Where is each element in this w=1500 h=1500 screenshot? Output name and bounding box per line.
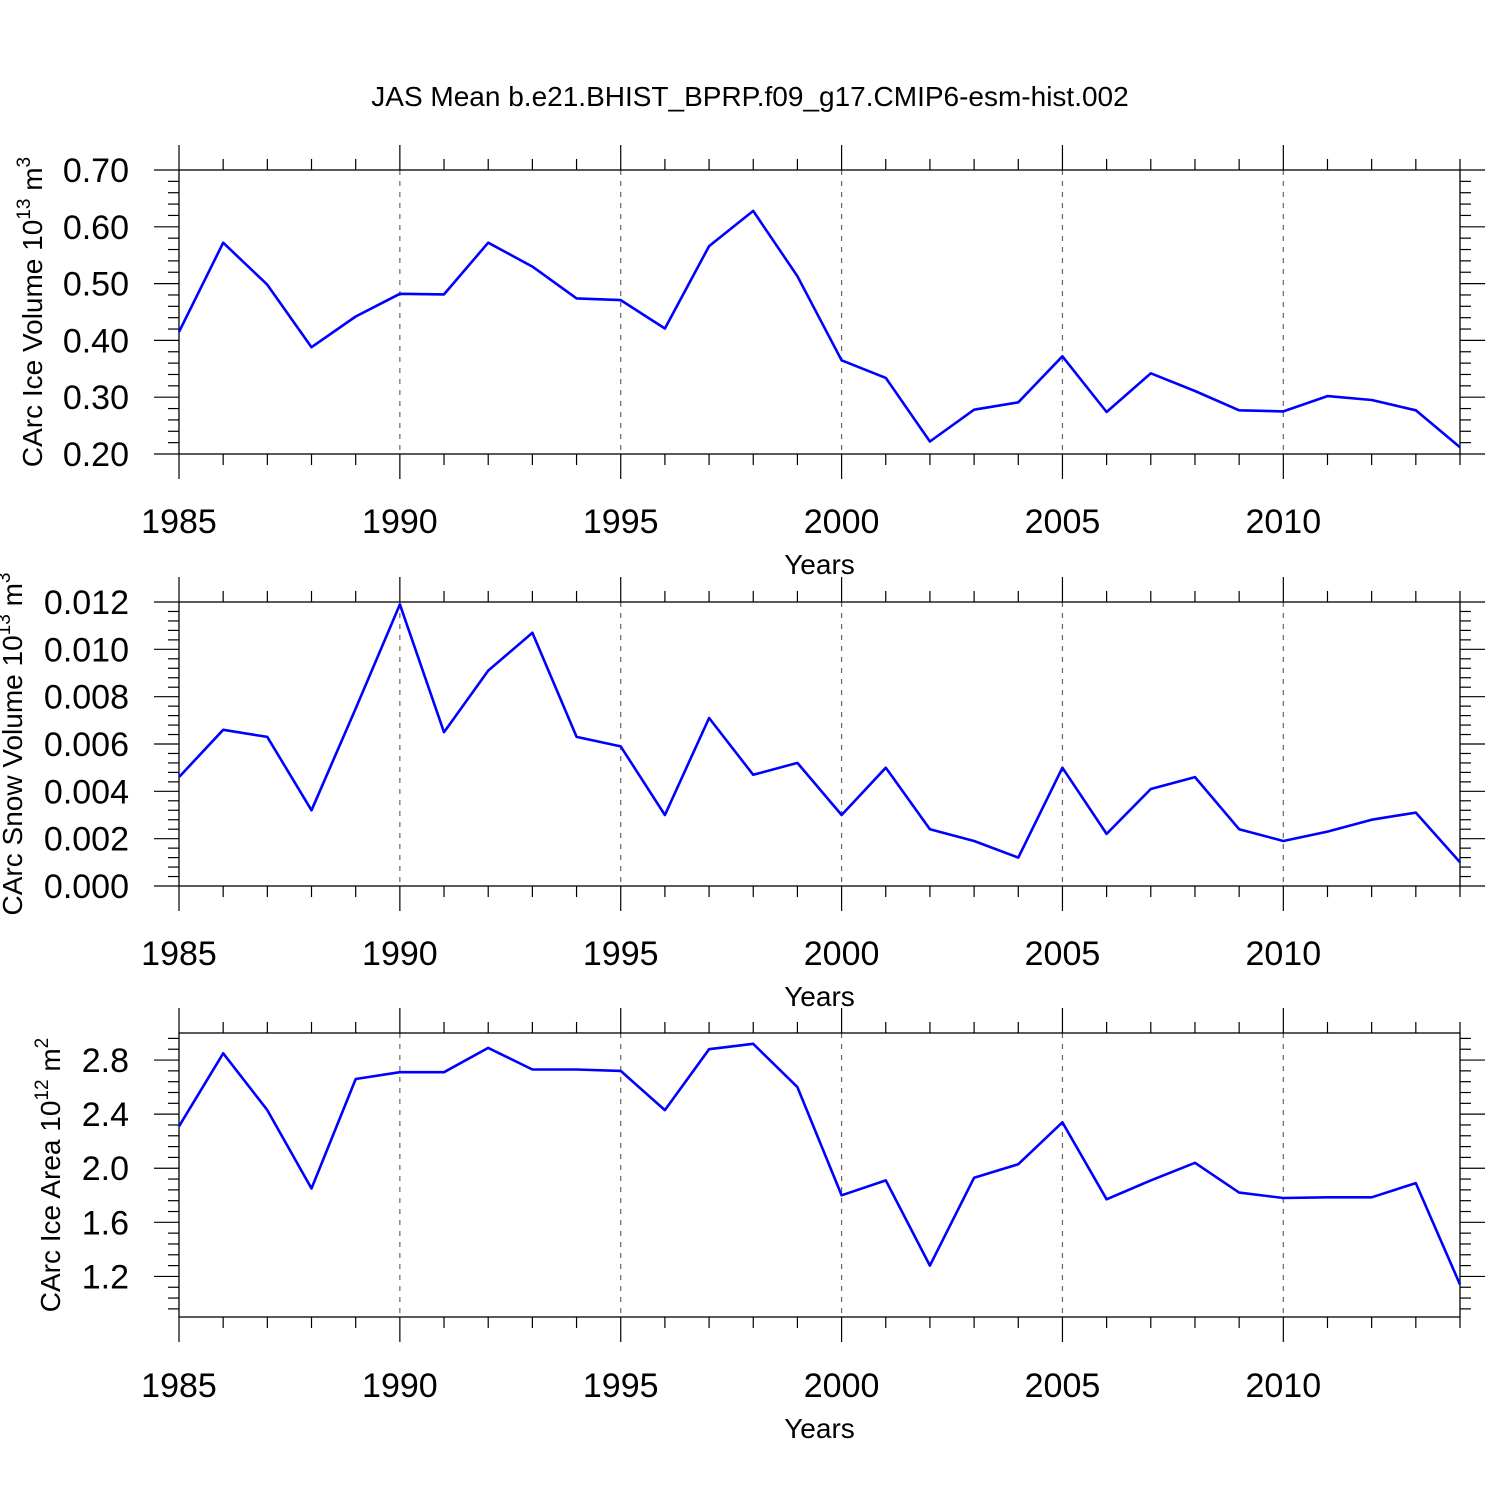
chart-title: JAS Mean b.e21.BHIST_BPRP.f09_g17.CMIP6-… — [371, 81, 1128, 112]
x-tick-label: 1990 — [362, 503, 438, 541]
y-tick-label: 0.30 — [63, 379, 129, 417]
x-tick-label: 2000 — [804, 503, 880, 541]
x-axis-label: Years — [784, 981, 855, 1012]
y-tick-label: 0.000 — [44, 868, 129, 906]
x-tick-label: 2005 — [1025, 935, 1101, 973]
y-tick-label: 2.4 — [82, 1096, 129, 1134]
x-tick-label: 2010 — [1245, 503, 1321, 541]
x-tick-label: 1985 — [141, 1367, 217, 1405]
plot-frame — [178, 1032, 1461, 1318]
y-tick-label: 0.60 — [63, 209, 129, 247]
panel-2: 0.000 0.002 0.004 0.006 0.008 0.010 0.012 1985 1… — [0, 573, 1485, 1012]
y-tick-label: 0.50 — [63, 266, 129, 304]
x-tick-label: 2000 — [804, 1367, 880, 1405]
x-tick-label: 2005 — [1025, 503, 1101, 541]
x-tick-label: 2005 — [1025, 1367, 1101, 1405]
x-tick-label: 1995 — [583, 935, 659, 973]
y-tick-label: 0.012 — [44, 584, 129, 622]
y-tick-label: 0.002 — [44, 821, 129, 859]
y-tick-label: 1.2 — [82, 1258, 129, 1296]
x-tick-label: 2000 — [804, 935, 880, 973]
x-tick-label: 2010 — [1245, 1367, 1321, 1405]
y-axis-label: CArc Snow Volume 1013 m3 — [0, 573, 28, 916]
panel-1: 0.20 0.30 0.40 0.50 0.60 0.70 1985 1990 1995 2000… — [14, 145, 1485, 580]
series-line — [178, 603, 1461, 864]
y-tick-label: 0.004 — [44, 773, 129, 811]
y-tick-label: 0.006 — [44, 726, 129, 764]
x-tick-label: 1995 — [583, 1367, 659, 1405]
plot-frame — [178, 601, 1461, 887]
x-tick-label: 1985 — [141, 503, 217, 541]
x-tick-label: 2010 — [1245, 935, 1321, 973]
x-axis-label: Years — [784, 1413, 855, 1444]
series-line — [177, 1042, 1462, 1286]
x-tick-label: 1990 — [362, 935, 438, 973]
y-tick-label: 0.70 — [63, 152, 129, 190]
y-tick-label: 2.8 — [82, 1042, 129, 1080]
x-tick-label: 1990 — [362, 1367, 438, 1405]
y-axis-label: CArc Ice Volume 1013 m3 — [14, 157, 48, 467]
y-tick-label: 0.20 — [63, 436, 129, 474]
y-tick-label: 2.0 — [82, 1150, 129, 1188]
panel-3: 1.2 1.6 2.0 2.4 2.8 1985 1990 1995 2000 2005 2010 Y… — [32, 1008, 1485, 1444]
y-axis-label: CArc Ice Area 1012 m2 — [32, 1038, 66, 1312]
x-tick-label: 1985 — [141, 935, 217, 973]
y-tick-label: 1.6 — [82, 1204, 129, 1242]
x-tick-label: 1995 — [583, 503, 659, 541]
plot-frame — [178, 169, 1461, 455]
y-tick-label: 0.40 — [63, 322, 129, 360]
y-tick-label: 0.008 — [44, 679, 129, 717]
x-axis-label: Years — [784, 549, 855, 580]
series-line — [177, 209, 1461, 449]
y-tick-label: 0.010 — [44, 631, 129, 669]
